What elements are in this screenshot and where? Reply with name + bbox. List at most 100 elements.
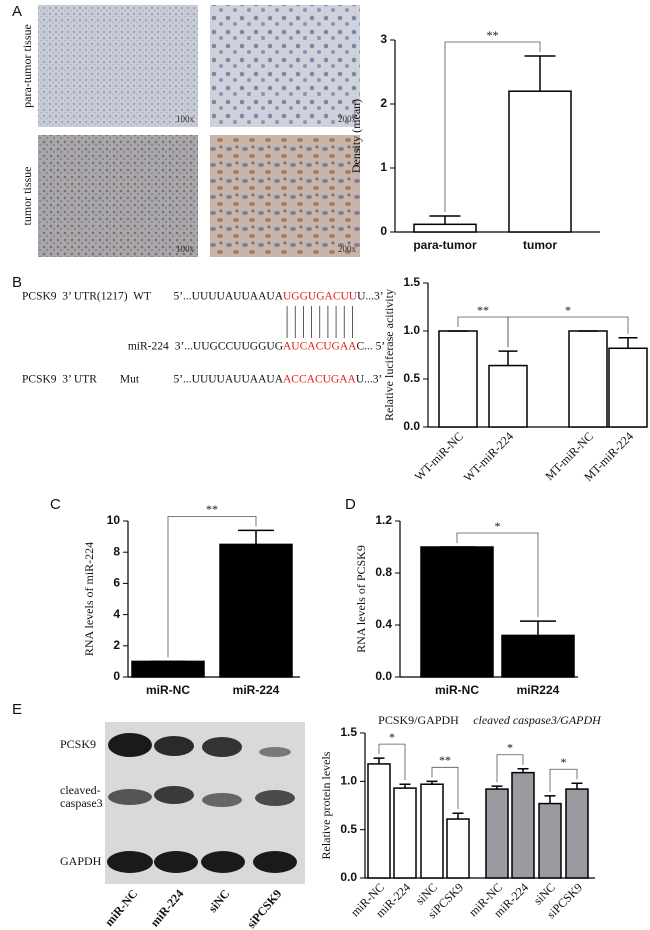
y-tick-label: 0.0: [340, 870, 357, 884]
x-tick-label: para-tumor: [413, 238, 477, 252]
bar: [413, 223, 477, 233]
y-tick-label: 8: [113, 544, 120, 558]
y-tick-label: 1.2: [375, 513, 392, 527]
y-axis-label: RNA levels of miR-224: [82, 542, 96, 656]
y-tick-label: 0.0: [403, 419, 420, 433]
bar: [488, 364, 528, 428]
y-tick-label: 0.4: [375, 617, 392, 631]
sequence-left: 3’...UUGCCUUGGUG: [175, 341, 283, 353]
significance-label: *: [561, 755, 567, 769]
bar: [508, 90, 572, 233]
x-tick-label: WT-miR-NC: [412, 429, 466, 483]
sequence-right: U...3’: [357, 291, 384, 303]
significance-label: *: [389, 730, 395, 744]
sequence-name: miR-224: [128, 341, 169, 353]
histology-image: [210, 5, 360, 127]
x-tick-label: tumor: [523, 238, 557, 252]
magnification: 200x: [338, 114, 357, 124]
y-tick-label: 0.5: [403, 371, 420, 385]
bar: [568, 330, 608, 428]
x-tick-label: miR-NC: [435, 683, 479, 697]
significance-label: *: [495, 519, 501, 533]
y-tick-label: 4: [113, 607, 120, 621]
y-axis-label: Density (mean): [349, 99, 363, 173]
significance-label: **: [477, 303, 489, 317]
significance-label: **: [487, 28, 499, 42]
row-label: para-tumor tissue: [20, 24, 34, 108]
histology-image: [38, 5, 198, 127]
y-tick-label: 1.0: [340, 774, 357, 788]
bar: [511, 771, 535, 879]
lane-label: miR-NC: [102, 887, 141, 929]
y-axis-label: Relative luciferase acitivity: [382, 289, 396, 421]
significance-bracket: [431, 766, 459, 810]
lane-label: siPCSK9: [244, 887, 284, 930]
sequence-left: 5’...UUUUAUUAAUA: [173, 374, 283, 386]
bar: [446, 818, 470, 879]
sequence-right: U...3’: [356, 374, 383, 386]
blot-row-label: GAPDH: [60, 854, 102, 868]
panel-label: C: [50, 496, 61, 513]
sequence-match: AUCACUGAA: [283, 341, 357, 353]
panel-label: B: [12, 274, 22, 291]
sequence-left: 5’...UUUUAUUAAUA: [173, 291, 283, 303]
bar: [538, 802, 562, 879]
group-title: cleaved caspase3/GAPDH: [473, 713, 602, 727]
y-tick-label: 0.8: [375, 565, 392, 579]
significance-label: **: [206, 502, 218, 516]
bar: [131, 660, 205, 678]
magnification: 200x: [338, 244, 357, 254]
y-tick-label: 1.0: [403, 323, 420, 337]
significance-label: **: [439, 753, 451, 767]
panel-label: D: [345, 496, 356, 513]
bar: [420, 546, 494, 678]
bar: [565, 788, 589, 879]
x-tick-label: miR-NC: [146, 683, 190, 697]
y-tick-label: 2: [380, 96, 387, 110]
y-tick-label: 0.0: [375, 669, 392, 683]
bar: [420, 783, 444, 879]
significance-bracket: [167, 515, 257, 658]
magnification: 100x: [176, 244, 195, 254]
y-axis-label: RNA levels of PCSK9: [354, 545, 368, 653]
histology-image: [210, 135, 360, 257]
sequence-right: C... 5’: [356, 341, 385, 353]
x-tick-label: WT-miR-224: [461, 429, 516, 484]
sequence-name: PCSK9 3’ UTR(1217) WT: [22, 291, 151, 303]
y-axis-label: Relative protein levels: [319, 751, 333, 859]
x-tick-label: miR224: [517, 683, 560, 697]
blot-row-label: caspase3: [60, 796, 103, 810]
significance-label: *: [565, 303, 571, 317]
bar: [367, 763, 391, 879]
significance-bracket: [507, 316, 629, 348]
significance-label: *: [507, 741, 513, 755]
bar: [608, 347, 648, 428]
row-label: tumor tissue: [20, 167, 34, 226]
x-tick-label: miR-224: [233, 683, 280, 697]
magnification: 100x: [176, 114, 195, 124]
blot-row-label: cleaved-: [60, 783, 101, 797]
histology-image: [38, 135, 198, 257]
y-tick-label: 0: [380, 224, 387, 238]
bar: [219, 543, 293, 678]
significance-bracket: [549, 768, 578, 792]
y-tick-label: 10: [107, 513, 121, 527]
blot-row-label: PCSK9: [60, 737, 96, 751]
y-tick-label: 1.5: [340, 725, 357, 739]
panel-label: E: [12, 701, 22, 718]
y-tick-label: 1.5: [403, 275, 420, 289]
lane-label: miR-224: [147, 887, 186, 930]
y-tick-label: 3: [380, 32, 387, 46]
y-tick-label: 1: [380, 160, 387, 174]
y-tick-label: 0.5: [340, 822, 357, 836]
sequence-name: PCSK9 3’ UTR Mut: [22, 374, 140, 386]
significance-bracket: [456, 532, 539, 618]
bar: [501, 634, 575, 678]
significance-bracket: [444, 41, 541, 212]
sequence-match: ACCACUGAA: [283, 374, 357, 386]
panel-label: A: [12, 3, 22, 20]
significance-bracket: [378, 743, 406, 781]
blot-bands: [107, 733, 297, 873]
bar: [393, 787, 417, 879]
